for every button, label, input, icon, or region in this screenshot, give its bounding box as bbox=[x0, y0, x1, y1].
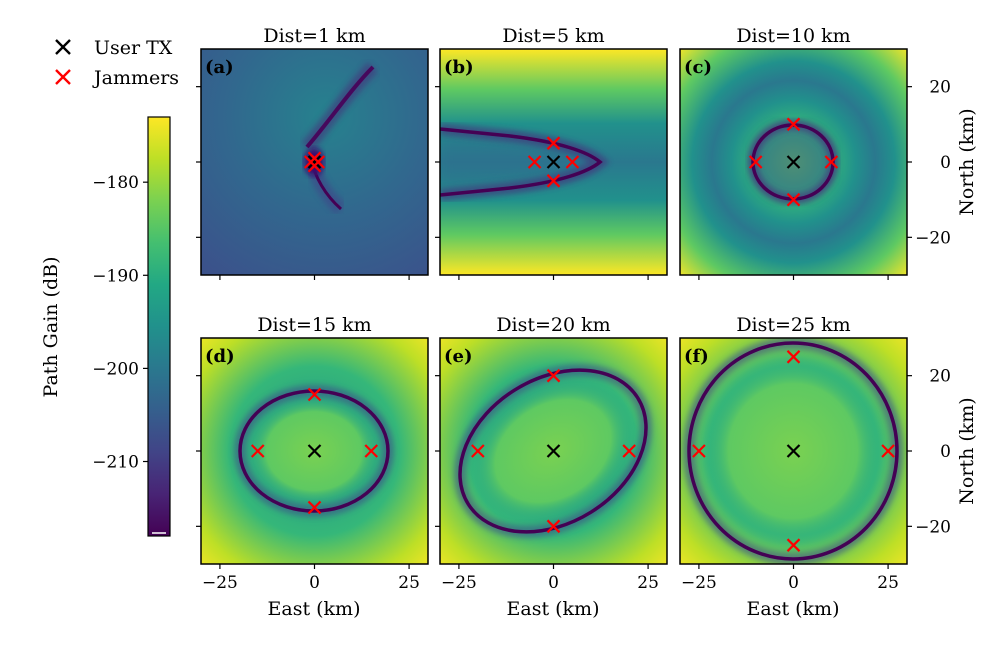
panel-f-xtick-label-2: 25 bbox=[877, 573, 899, 593]
x-axis-label-panel-d: East (km) bbox=[268, 598, 361, 620]
panel-f-ytick-label-2: 20 bbox=[929, 367, 951, 387]
panel-c-title: Dist=10 km bbox=[736, 25, 850, 47]
panel-c-jammer-marker-1 bbox=[786, 117, 801, 132]
colorbar-tick-label-1: −190 bbox=[92, 266, 139, 286]
panel-f-title: Dist=25 km bbox=[736, 314, 850, 336]
panel-a-image bbox=[201, 49, 428, 275]
y-axis-label-panel-f: North (km) bbox=[956, 397, 978, 504]
panel-d-jammer-marker-2 bbox=[250, 444, 265, 458]
panel-f-jammer-marker-3 bbox=[786, 538, 801, 552]
panel-f-jammer-marker-0 bbox=[881, 444, 895, 458]
panel-e-jammer-marker-1 bbox=[546, 368, 561, 383]
panel-f-jammer-marker-2 bbox=[692, 444, 706, 458]
panel-d-jammer-marker-1 bbox=[307, 387, 322, 402]
panel-e-jammer-marker-2 bbox=[471, 444, 485, 458]
panel-a-axes: Dist=1 km (a) bbox=[196, 25, 429, 280]
panel-d-title: Dist=15 km bbox=[257, 314, 371, 336]
panel-c-axes: Dist=10 km (c) −20 0 20 bbox=[679, 25, 951, 280]
panel-c-ytick-label-1: 0 bbox=[940, 153, 951, 173]
legend-jammers-marker bbox=[55, 69, 71, 85]
panel-e-jammer-marker-3 bbox=[546, 519, 561, 534]
panel-d-jammer-marker-3 bbox=[307, 500, 322, 515]
y-axis-label-panel-c: North (km) bbox=[956, 108, 978, 215]
panel-overlays: Dist=1 km (a) Dist=5 km (b) Dist=10 km (c) −20… bbox=[196, 25, 951, 593]
panel-e-axes: Dist=20 km (e) −25 0 25 bbox=[435, 314, 668, 593]
colorbar-gradient bbox=[147, 116, 171, 537]
x-axis-label-panel-e: East (km) bbox=[507, 598, 600, 620]
x-axis-label-panel-f: East (km) bbox=[747, 598, 840, 620]
legend-user-tx-label: User TX bbox=[94, 37, 173, 59]
panel-e-jammer-marker-0 bbox=[622, 444, 636, 458]
panel-a-user-tx-marker bbox=[307, 155, 322, 169]
panel-c-tag: (c) bbox=[684, 57, 712, 78]
legend-jammers-label: Jammers bbox=[92, 67, 179, 89]
panel-c-ytick-label-0: −20 bbox=[915, 228, 951, 248]
panel-a bbox=[201, 49, 428, 275]
colorbar-ticks: −180 −190 −200 −210 bbox=[92, 173, 148, 473]
panel-f-ytick-label-0: −20 bbox=[915, 517, 951, 537]
panel-c-jammer-marker-2 bbox=[748, 155, 763, 169]
panel-f-ytick-label-1: 0 bbox=[940, 442, 951, 462]
panel-b-jammer-marker-1 bbox=[546, 136, 561, 150]
panel-f-xtick-label-1: 0 bbox=[788, 573, 799, 593]
panel-d-tag: (d) bbox=[205, 346, 235, 367]
colorbar-tick-label-2: −200 bbox=[92, 359, 139, 379]
panel-d-xtick-label-2: 25 bbox=[398, 573, 420, 593]
panel-c-jammer-marker-3 bbox=[786, 192, 801, 207]
legend-user-tx-marker bbox=[55, 39, 71, 55]
panel-c-jammer-marker-0 bbox=[824, 155, 839, 169]
panel-d-xtick-label-1: 0 bbox=[309, 573, 320, 593]
panel-e-xtick-label-0: −25 bbox=[441, 573, 477, 593]
panel-b-tag: (b) bbox=[444, 57, 474, 78]
legend: User TX Jammers bbox=[55, 37, 179, 89]
panel-a-tag: (a) bbox=[205, 57, 234, 78]
panel-e-user-tx-marker bbox=[546, 444, 561, 458]
colorbar-label: Path Gain (dB) bbox=[40, 257, 62, 398]
panel-f-tag: (f) bbox=[684, 346, 709, 367]
panel-f-axes: Dist=25 km (f) −25 0 25 −20 0 20 bbox=[679, 314, 951, 593]
panel-c-user-tx-marker bbox=[786, 155, 801, 169]
panel-e-xtick-label-1: 0 bbox=[548, 573, 559, 593]
panel-b-axes: Dist=5 km (b) bbox=[435, 25, 668, 280]
panel-e-tag: (e) bbox=[444, 346, 473, 367]
panel-d-axes: Dist=15 km (d) −25 0 25 bbox=[196, 314, 429, 593]
colorbar: −180 −190 −200 −210 Path Gain (dB) bbox=[40, 116, 171, 537]
panel-b-jammer-marker-0 bbox=[565, 155, 580, 169]
panel-b-jammer-marker-3 bbox=[546, 174, 561, 188]
colorbar-tick-label-3: −210 bbox=[92, 453, 139, 473]
panel-d-user-tx-marker bbox=[307, 444, 322, 458]
colorbar-tick-label-0: −180 bbox=[92, 173, 139, 193]
panel-a-jammer-marker-3 bbox=[307, 158, 322, 173]
panel-b-jammer-marker-2 bbox=[527, 155, 542, 169]
panel-d-jammer-marker-0 bbox=[364, 444, 379, 458]
panel-b-user-tx-marker bbox=[546, 155, 561, 169]
panel-d-xtick-label-0: −25 bbox=[202, 573, 238, 593]
panel-f-user-tx-marker bbox=[786, 444, 801, 458]
panel-e-xtick-label-2: 25 bbox=[637, 573, 659, 593]
panel-e-title: Dist=20 km bbox=[496, 314, 610, 336]
panel-a-title: Dist=1 km bbox=[263, 25, 365, 47]
panel-f-jammer-marker-1 bbox=[786, 350, 801, 364]
panel-c-ytick-label-2: 20 bbox=[929, 78, 951, 98]
panel-f-xtick-label-0: −25 bbox=[681, 573, 717, 593]
panel-b-title: Dist=5 km bbox=[502, 25, 604, 47]
